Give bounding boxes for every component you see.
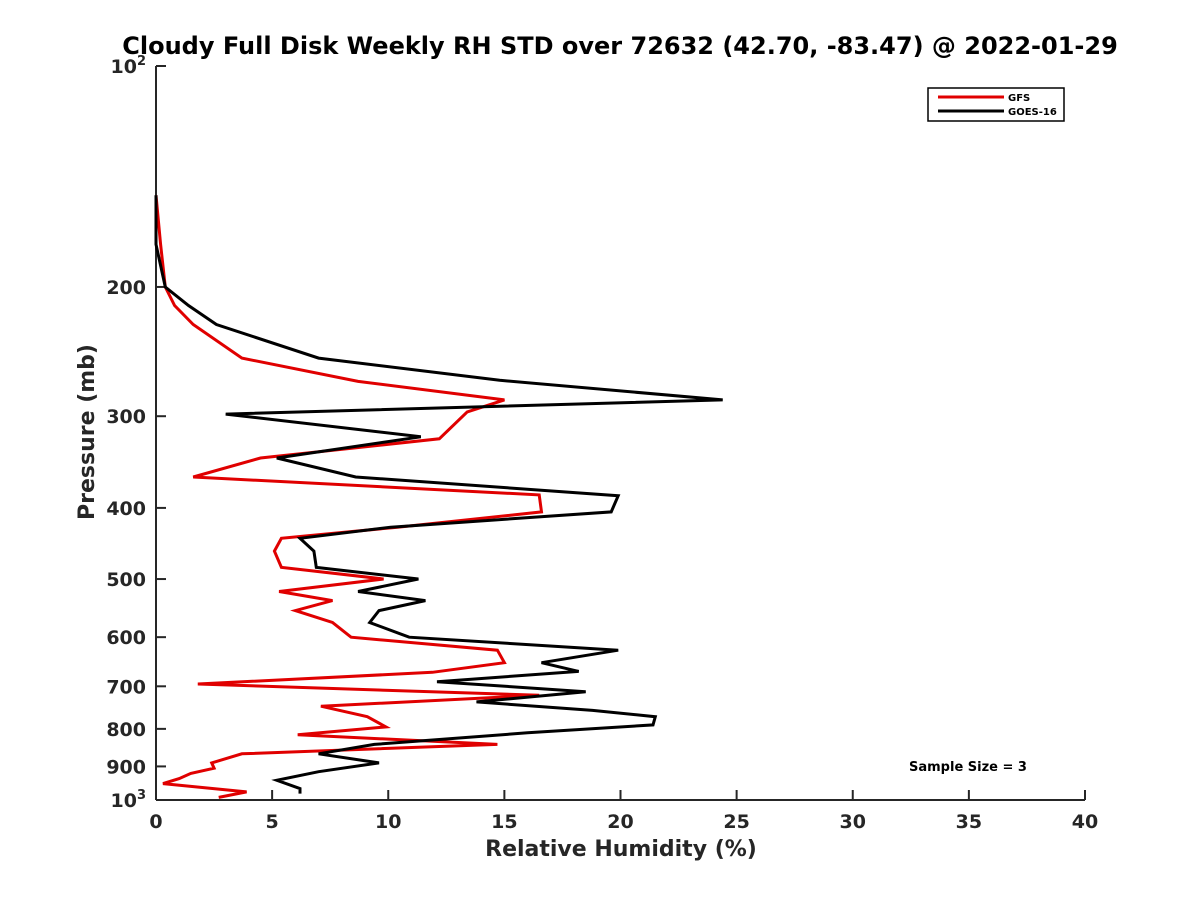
chart-title: Cloudy Full Disk Weekly RH STD over 7263… — [122, 32, 1118, 60]
x-axis-label: Relative Humidity (%) — [485, 837, 757, 862]
x-axis-ticks: 0 5 10 15 20 25 30 35 40 — [149, 790, 1098, 833]
legend-label-goes16: GOES-16 — [1008, 107, 1057, 118]
y-tick-label: 500 — [106, 569, 146, 591]
y-tick-label: 300 — [106, 406, 146, 428]
x-tick-label: 10 — [375, 811, 401, 833]
x-tick-label: 15 — [491, 811, 517, 833]
y-tick-label: 600 — [106, 627, 146, 649]
x-tick-label: 35 — [956, 811, 982, 833]
y-tick-label: 800 — [106, 719, 146, 741]
y-tick-label: 103 — [111, 788, 147, 812]
y-tick-label: 900 — [106, 756, 146, 778]
legend-label-gfs: GFS — [1008, 93, 1030, 104]
series-line-gfs — [154, 195, 544, 799]
y-tick-label: 200 — [106, 277, 146, 299]
series-line-goes16 — [154, 195, 723, 794]
legend-box — [927, 87, 1065, 122]
x-tick-label: 40 — [1072, 811, 1098, 833]
sample-size-annotation: Sample Size = 3 — [909, 760, 1027, 775]
x-tick-label: 5 — [266, 811, 279, 833]
x-tick-label: 25 — [723, 811, 749, 833]
y-axis-label: Pressure (mb) — [75, 344, 100, 520]
x-tick-label: 30 — [840, 811, 866, 833]
x-tick-label: 0 — [149, 811, 162, 833]
y-tick-label: 102 — [111, 54, 147, 78]
y-tick-label: 400 — [106, 498, 146, 520]
y-tick-label: 700 — [106, 676, 146, 698]
series-lines — [154, 195, 723, 799]
x-tick-label: 20 — [607, 811, 633, 833]
y-axis-ticks: 102 200 300 400 500 600 700 800 900 103 — [106, 54, 166, 812]
legend: GFS GOES-16 — [927, 87, 1065, 122]
